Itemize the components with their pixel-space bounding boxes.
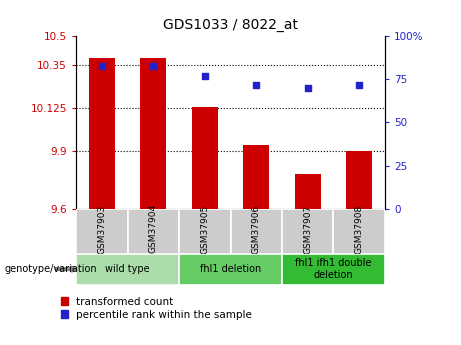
- Bar: [295, 174, 320, 209]
- Text: GSM37904: GSM37904: [149, 204, 158, 254]
- Point: [253, 82, 260, 87]
- Text: fhl1 ifh1 double
deletion: fhl1 ifh1 double deletion: [295, 258, 372, 280]
- Text: genotype/variation: genotype/variation: [5, 264, 97, 274]
- Text: GSM37906: GSM37906: [252, 204, 261, 254]
- Bar: [230, 209, 282, 254]
- Text: fhl1 deletion: fhl1 deletion: [200, 264, 261, 274]
- Bar: [179, 209, 230, 254]
- Bar: [333, 209, 385, 254]
- Bar: [192, 107, 218, 209]
- Bar: [243, 146, 269, 209]
- Bar: [179, 254, 282, 285]
- Bar: [76, 209, 128, 254]
- Point: [98, 63, 106, 68]
- Legend: transformed count, percentile rank within the sample: transformed count, percentile rank withi…: [60, 297, 252, 320]
- Bar: [282, 254, 385, 285]
- Point: [149, 63, 157, 68]
- Bar: [128, 209, 179, 254]
- Bar: [76, 254, 179, 285]
- Point: [304, 85, 312, 91]
- Text: GSM37905: GSM37905: [200, 204, 209, 254]
- Bar: [89, 58, 115, 209]
- Bar: [282, 209, 333, 254]
- Text: GSM37908: GSM37908: [355, 204, 364, 254]
- Text: GSM37903: GSM37903: [97, 204, 106, 254]
- Bar: [346, 151, 372, 209]
- Title: GDS1033 / 8022_at: GDS1033 / 8022_at: [163, 18, 298, 32]
- Point: [355, 82, 363, 87]
- Text: wild type: wild type: [105, 264, 150, 274]
- Bar: [141, 58, 166, 209]
- Point: [201, 73, 208, 79]
- Text: GSM37907: GSM37907: [303, 204, 312, 254]
